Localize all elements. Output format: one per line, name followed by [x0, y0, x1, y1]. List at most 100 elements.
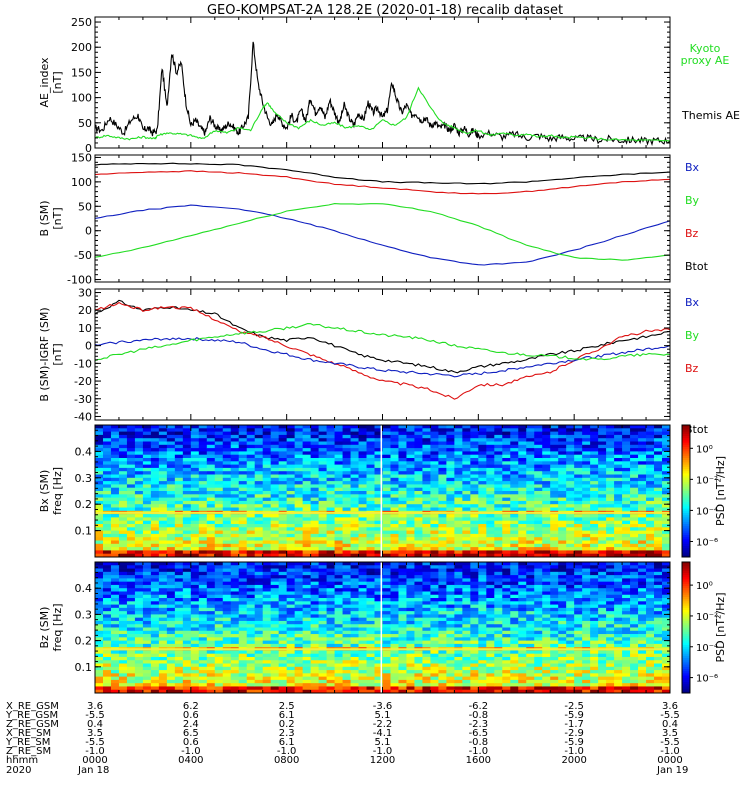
spectrogram-cell — [278, 588, 288, 592]
spectrogram-cell — [654, 500, 663, 505]
spectrogram-cell — [342, 458, 351, 462]
spectrogram-cell — [654, 487, 663, 492]
spectrogram-cell — [118, 454, 128, 459]
colorbar-cell — [682, 495, 690, 499]
spectrogram-cell — [462, 467, 471, 472]
spectrogram-cell — [158, 431, 168, 436]
spectrogram-cell — [198, 627, 208, 632]
spectrogram-cell — [134, 611, 144, 615]
spectrogram-cell — [166, 458, 176, 462]
spectrogram-cell — [254, 543, 264, 548]
spectrogram-cell — [310, 650, 320, 655]
spectrogram-cell — [126, 514, 136, 518]
spectrogram-cell — [230, 467, 240, 472]
spectrogram-cell — [350, 514, 359, 518]
spectrogram-cell — [542, 507, 551, 512]
spectrogram-cell — [374, 504, 383, 508]
spectrogram-cell — [526, 464, 535, 469]
spectrogram-cell — [566, 530, 575, 535]
spectrogram-cell — [174, 451, 184, 456]
spectrogram-cell — [654, 553, 663, 558]
spectrogram-cell — [222, 676, 232, 681]
spectrogram-cell — [366, 575, 375, 579]
spectrogram-cell — [326, 550, 335, 555]
spectrogram-cell — [126, 533, 136, 538]
spectrogram-cell — [174, 643, 184, 648]
spectrogram-cell — [382, 666, 391, 671]
spectrogram-cell — [310, 594, 320, 599]
spectrogram-cell — [630, 537, 639, 541]
spectrogram-cell — [198, 438, 208, 442]
spectrogram-cell — [510, 520, 519, 525]
spectrogram-cell — [590, 448, 599, 452]
spectrogram-cell — [230, 477, 240, 482]
spectrogram-cell — [318, 591, 327, 596]
spectrogram-cell — [150, 487, 160, 492]
spectrogram-cell — [158, 500, 168, 505]
spectrogram-cell — [526, 524, 535, 528]
spectrogram-cell — [214, 650, 224, 655]
spectrogram-cell — [206, 562, 216, 566]
spectrogram-cell — [198, 497, 208, 502]
spectrogram-cell — [326, 601, 335, 605]
spectrogram-cell — [222, 673, 232, 678]
spectrogram-cell — [342, 624, 351, 628]
spectrogram-cell — [158, 620, 168, 625]
spectrogram-cell — [358, 571, 367, 576]
spectrogram-cell — [646, 520, 655, 525]
spectrogram-cell — [646, 500, 655, 505]
spectrogram-cell — [638, 484, 647, 489]
spectrogram-cell — [134, 604, 144, 609]
spectrogram-cell — [206, 601, 216, 605]
spectrogram-cell — [270, 581, 280, 586]
spectrogram-cell — [430, 438, 439, 442]
spectrogram-cell — [358, 533, 367, 538]
spectrogram-cell — [598, 517, 607, 522]
spectrogram-cell — [134, 481, 144, 485]
spectrogram-cell — [190, 663, 200, 668]
spectrogram-cell — [102, 611, 112, 615]
spectrogram-cell — [334, 568, 343, 573]
spectrogram-cell — [638, 454, 647, 459]
spectrogram-cell — [390, 604, 399, 609]
spectrogram-cell — [118, 640, 128, 645]
spectrogram-cell — [310, 679, 320, 684]
spectrogram-cell — [326, 617, 335, 622]
spectrogram-cell — [246, 477, 256, 482]
spectrogram-cell — [550, 434, 559, 439]
spectrogram-cell — [582, 514, 591, 518]
spectrogram-cell — [366, 524, 375, 528]
spectrogram-cell — [414, 428, 423, 432]
spectrogram-cell — [262, 507, 272, 512]
spectrogram-cell — [494, 530, 503, 535]
spectrogram-cell — [318, 533, 327, 538]
spectrogram-cell — [126, 458, 136, 462]
spectrogram-cell — [438, 491, 447, 495]
spectrogram-cell — [590, 461, 599, 465]
spectrogram-cell — [118, 524, 128, 528]
spectrogram-cell — [646, 471, 655, 475]
spectrogram-cell — [366, 620, 375, 625]
spectrogram-cell — [230, 547, 240, 551]
spectrogram-cell — [190, 620, 200, 625]
colorbar-cell — [682, 482, 690, 485]
spectrogram-cell — [430, 517, 439, 522]
spectrogram-cell — [134, 461, 144, 465]
spectrogram-cell — [430, 474, 439, 479]
spectrogram-cell — [142, 434, 152, 439]
spectrogram-cell — [662, 504, 671, 508]
spectrogram-cell — [95, 467, 104, 472]
spectrogram-cell — [582, 530, 591, 535]
spectrogram-cell — [102, 497, 112, 502]
spectrogram-cell — [238, 474, 248, 479]
spectrogram-cell — [614, 500, 623, 505]
spectrogram-cell — [182, 444, 192, 449]
spectrogram-cell — [414, 458, 423, 462]
spectrogram-cell — [342, 550, 351, 555]
spectrogram-cell — [350, 584, 359, 589]
spectrogram-cell — [270, 653, 280, 658]
spectrogram-cell — [374, 617, 383, 622]
spectrogram-cell — [390, 550, 399, 555]
spectrogram-cell — [214, 568, 224, 573]
spectrogram-cell — [286, 497, 296, 502]
